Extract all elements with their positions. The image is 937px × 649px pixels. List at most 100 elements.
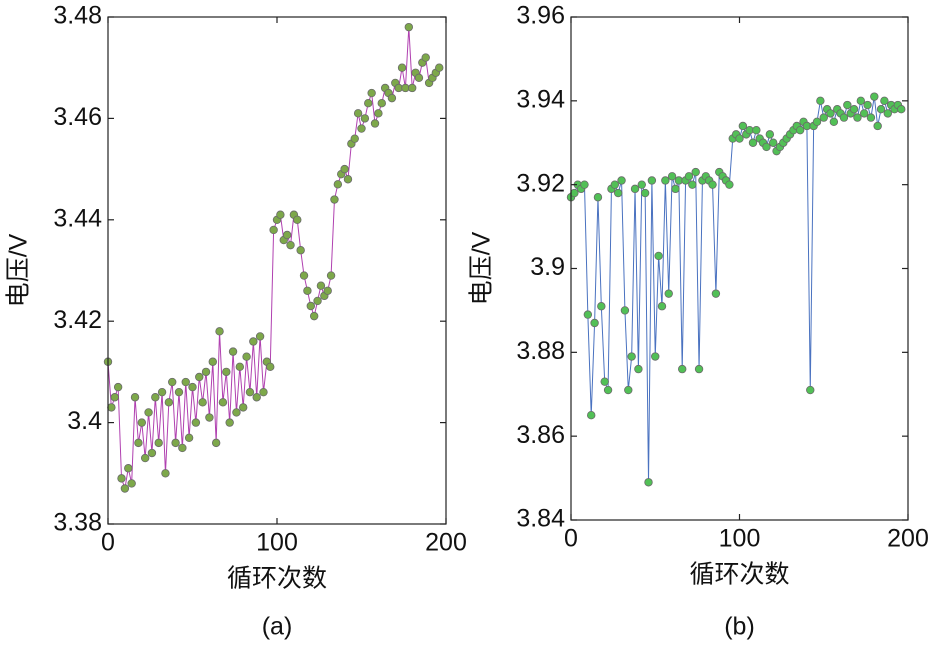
data-point [343,175,353,184]
data-point [765,130,775,139]
data-point [748,138,758,147]
data-point [161,469,170,478]
data-point [323,286,332,295]
data-point [859,109,869,118]
data-point [769,138,778,147]
data-point [140,453,150,463]
data-point [839,113,849,122]
y-tick-label: 3.96 [516,2,565,30]
data-point [340,164,349,174]
data-point [242,352,251,361]
data-point [313,296,322,306]
data-point [816,96,825,106]
data-point [286,240,295,250]
data-point [853,113,862,122]
data-point [610,180,620,189]
data-point [634,364,643,374]
data-point [350,134,359,143]
data-point [580,180,589,189]
data-point [299,271,309,280]
data-point [617,176,626,185]
data-point [181,377,190,387]
data-point [357,124,366,133]
data-point [252,393,261,402]
data-point [215,327,224,336]
data-point [353,109,363,118]
data-point [124,464,133,473]
data-point [630,184,640,194]
data-point [326,271,336,280]
data-point [309,311,319,321]
data-point [597,302,606,311]
data-point [154,438,163,448]
data-point [590,318,599,328]
data-point [613,188,623,198]
data-point [654,251,663,261]
data-point [387,93,397,103]
axes-frame [570,16,909,521]
y-tick-label: 3.86 [516,421,565,449]
data-point [735,134,744,143]
data-point [255,332,265,341]
data-point [151,393,160,402]
data-point [587,411,596,420]
data-point [657,302,667,311]
data-point [738,121,748,131]
data-point [671,184,680,194]
data-point [364,98,373,108]
data-point [208,357,217,366]
data-point [863,100,872,110]
data-point [110,393,119,402]
data-point [238,403,248,412]
data-point [600,377,609,386]
data-point [620,306,630,315]
data-point [184,433,194,443]
data-point [678,364,687,374]
data-point [266,362,275,372]
data-point [752,125,761,135]
x-tick-label: 0 [101,529,115,557]
data-point [627,352,636,361]
data-point [404,22,414,32]
data-point [120,484,130,493]
data-point [303,286,312,295]
data-point [667,172,677,181]
data-point [276,210,285,219]
data-point [249,337,258,346]
data-point [360,114,370,123]
data-point [293,215,302,224]
y-tick-label: 3.84 [516,505,565,533]
data-point [795,125,805,135]
data-point [408,83,417,93]
data-point [232,408,241,417]
data-point [691,167,700,177]
data-point [171,438,180,448]
data-point [870,92,879,101]
data-point [688,180,697,189]
data-point [218,398,228,407]
data-point [147,448,157,458]
data-point [168,377,177,387]
x-tick-label: 100 [256,529,298,557]
data-point [866,113,876,122]
data-point [225,418,234,427]
data-point [829,117,839,126]
data-point [583,310,593,319]
data-point [113,382,123,392]
data-point [651,352,660,361]
data-point [134,438,143,448]
data-point [694,364,704,374]
data-point [374,109,383,118]
data-point [880,96,889,106]
data-point [127,479,136,488]
data-point [637,180,646,189]
data-point [826,109,835,118]
data-point [191,418,201,427]
data-point [137,418,146,427]
data-point [640,188,650,198]
data-point [201,367,211,377]
y-tick-label: 3.48 [53,2,102,30]
data-point [205,413,214,422]
y-tick-label: 3.44 [53,204,102,232]
data-point [897,105,906,114]
